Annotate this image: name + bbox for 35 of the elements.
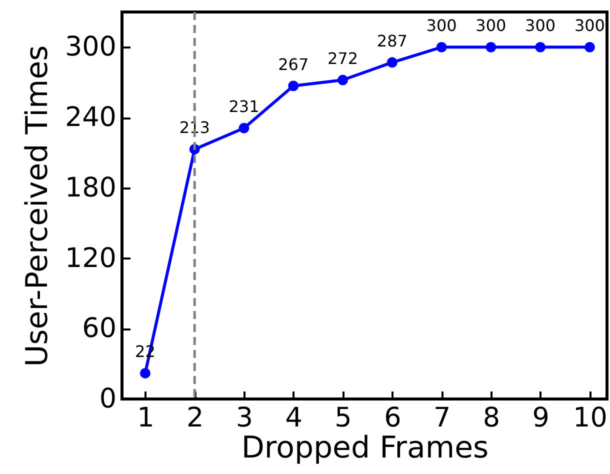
x-axis-title: Dropped Frames: [241, 430, 489, 466]
data-label: 267: [278, 54, 309, 74]
y-axis-title: User-Perceived Times: [20, 45, 55, 367]
x-tick-label: 10: [573, 402, 608, 434]
y-tick-label: 120: [64, 242, 116, 274]
data-label: 287: [376, 31, 408, 50]
x-tick-label: 2: [186, 402, 204, 434]
data-label: 300: [426, 16, 457, 36]
x-tick-label: 8: [482, 402, 500, 434]
data-label: 300: [476, 16, 506, 36]
x-tick-label: 5: [334, 402, 352, 434]
x-tick-label: 4: [285, 402, 302, 434]
point: [486, 42, 496, 52]
data-label: 272: [327, 49, 358, 68]
data-label: 231: [228, 97, 260, 116]
point: [535, 42, 546, 52]
point: [436, 42, 447, 52]
y-tick-label: 240: [64, 102, 116, 134]
point: [338, 74, 348, 86]
x-tick-label: 1: [137, 402, 154, 434]
point: [584, 42, 595, 52]
point: [288, 80, 299, 92]
point: [238, 122, 250, 134]
data-label: 300: [574, 16, 605, 36]
x-tick-label: 9: [532, 402, 550, 434]
y-tick-label: 180: [64, 172, 116, 204]
x-tick-label: 6: [384, 402, 402, 434]
x-tick-label: 7: [433, 402, 451, 434]
point: [386, 57, 398, 68]
y-tick-label: 0: [99, 384, 116, 414]
y-tick-label: 60: [82, 313, 116, 344]
x-tick-label: 3: [236, 402, 254, 434]
point: [140, 368, 150, 378]
data-label: 300: [525, 16, 556, 36]
y-tick-label: 300: [64, 32, 116, 63]
